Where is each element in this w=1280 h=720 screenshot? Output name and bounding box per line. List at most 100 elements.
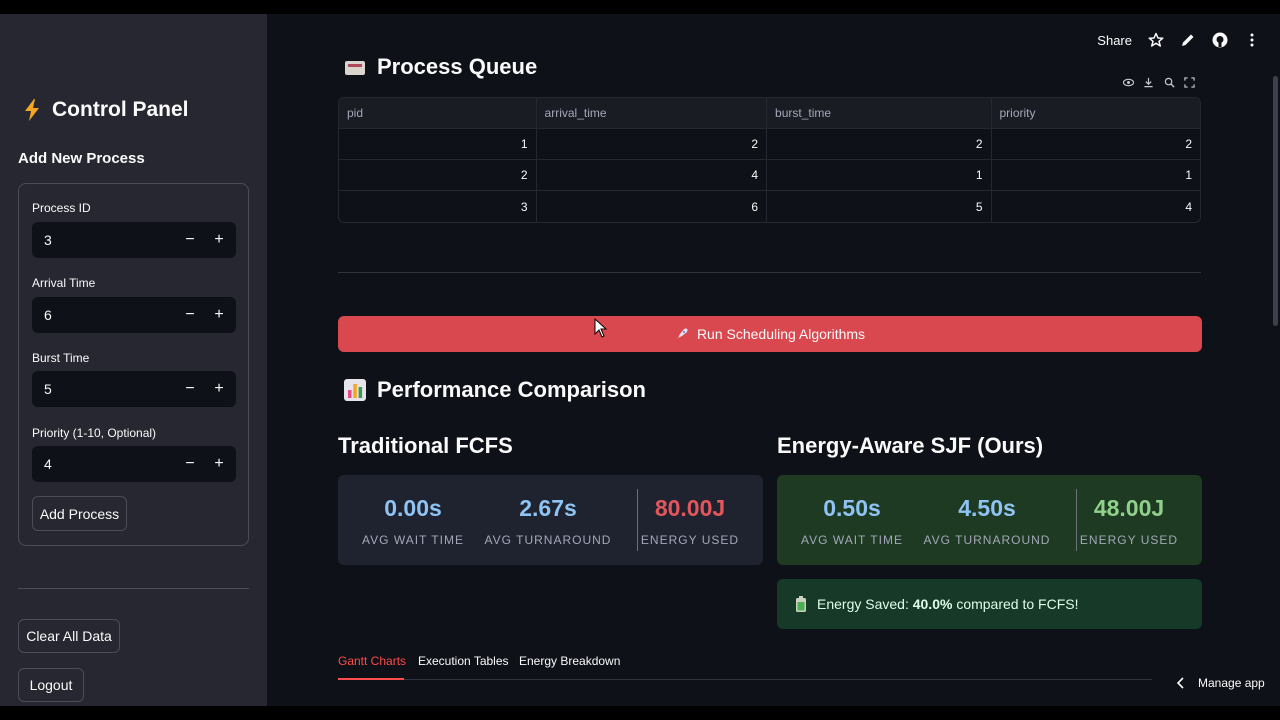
fcfs-wait-value: 0.00s <box>384 495 442 521</box>
logout-button[interactable]: Logout <box>18 668 84 702</box>
metric-separator <box>1076 489 1077 551</box>
sjf-energy-label: ENERGY USED <box>1079 533 1179 547</box>
add-process-form: Process ID 3 − + Arrival Time 6 − + Burs… <box>18 183 249 546</box>
manage-app-button[interactable]: Manage app <box>1176 676 1265 690</box>
active-tab-indicator <box>338 678 404 680</box>
table-toolbar <box>1118 71 1200 93</box>
form-title: Add New Process <box>18 150 145 167</box>
sidebar: Control Panel Add New Process Process ID… <box>0 14 267 706</box>
table-cell[interactable]: 4 <box>537 160 768 190</box>
burst-time-value[interactable]: 5 <box>44 381 52 397</box>
add-process-button[interactable]: Add Process <box>32 496 127 531</box>
process-id-label: Process ID <box>32 201 91 215</box>
sidebar-title-text: Control Panel <box>52 98 189 121</box>
priority-input[interactable]: 4 − + <box>32 446 236 482</box>
header-actions: Share <box>1097 32 1260 48</box>
clear-all-data-button[interactable]: Clear All Data <box>18 619 120 653</box>
sjf-turnaround-value: 4.50s <box>958 495 1016 521</box>
energy-saved-text: Energy Saved: 40.0% compared to FCFS! <box>817 596 1079 612</box>
tab-energy-breakdown[interactable]: Energy Breakdown <box>519 654 621 668</box>
column-header-burst-time[interactable]: burst_time <box>767 98 992 128</box>
fcfs-energy-label: ENERGY USED <box>640 533 740 547</box>
scrollbar[interactable] <box>1273 76 1278 326</box>
burst-time-decrement-button[interactable]: − <box>185 380 195 397</box>
arrival-time-input[interactable]: 6 − + <box>32 297 236 333</box>
sjf-energy-value: 48.00J <box>1093 495 1165 521</box>
table-cell[interactable]: 2 <box>339 160 537 190</box>
download-icon[interactable] <box>1143 77 1154 88</box>
star-icon[interactable] <box>1148 32 1164 48</box>
fcfs-energy-metric: 80.00J ENERGY USED <box>640 475 740 565</box>
priority-increment-button[interactable]: + <box>214 455 224 472</box>
fcfs-turnaround-metric: 2.67s AVG TURNAROUND <box>483 475 613 565</box>
process-id-decrement-button[interactable]: − <box>185 231 195 248</box>
main-content: Share Process Queue <box>267 14 1280 706</box>
arrival-time-increment-button[interactable]: + <box>214 306 224 323</box>
run-scheduling-label[interactable]: Run Scheduling Algorithms <box>696 326 866 342</box>
fullscreen-icon[interactable] <box>1184 76 1195 88</box>
table-cell[interactable]: 2 <box>1185 137 1193 151</box>
tab-execution-tables[interactable]: Execution Tables <box>418 654 509 668</box>
sjf-metrics-card: 0.50s AVG WAIT TIME 4.50s AVG TURNAROUND… <box>777 475 1202 565</box>
table-cell[interactable]: 5 <box>767 191 992 222</box>
sjf-wait-label: AVG WAIT TIME <box>801 533 903 547</box>
table-row: 1 2 2 2 <box>339 129 1200 160</box>
sjf-turnaround-label: AVG TURNAROUND <box>923 533 1051 547</box>
sjf-wait-metric: 0.50s AVG WAIT TIME <box>792 475 912 565</box>
burst-time-input[interactable]: 5 − + <box>32 371 236 407</box>
manage-app-label[interactable]: Manage app <box>1198 676 1265 690</box>
sjf-wait-value: 0.50s <box>823 495 881 521</box>
table-header-row: pid arrival_time burst_time priority <box>339 98 1200 129</box>
eye-icon[interactable] <box>1122 77 1134 88</box>
column-header-priority[interactable]: priority <box>999 106 1036 120</box>
table-cell[interactable]: 2 <box>767 129 992 159</box>
tab-gantt-charts[interactable]: Gantt Charts <box>338 654 407 668</box>
sjf-heading: Energy-Aware SJF (Ours) <box>777 433 1044 458</box>
fcfs-heading: Traditional FCFS <box>338 433 513 458</box>
performance-comparison-heading: Performance Comparison <box>343 377 646 403</box>
sidebar-title: Control Panel <box>22 98 189 122</box>
arrival-time-value[interactable]: 6 <box>44 307 52 323</box>
process-queue-title: Process Queue <box>377 54 538 79</box>
table-cell[interactable]: 4 <box>1185 199 1193 214</box>
battery-icon <box>796 596 806 612</box>
column-header-arrival-time[interactable]: arrival_time <box>537 98 768 128</box>
more-menu-icon[interactable] <box>1244 32 1260 48</box>
table-cell[interactable]: 2 <box>537 129 768 159</box>
results-tabs: Gantt Charts Execution Tables Energy Bre… <box>338 648 1152 680</box>
table-row: 2 4 1 1 <box>339 160 1200 191</box>
burst-time-increment-button[interactable]: + <box>214 380 224 397</box>
window-top-bar <box>0 0 1280 14</box>
process-id-increment-button[interactable]: + <box>214 231 224 248</box>
pencil-icon[interactable] <box>1180 32 1196 48</box>
metric-separator <box>637 489 638 551</box>
priority-decrement-button[interactable]: − <box>185 455 195 472</box>
fcfs-turnaround-label: AVG TURNAROUND <box>484 533 612 547</box>
arrival-time-label: Arrival Time <box>32 276 96 290</box>
lightning-icon <box>25 99 39 121</box>
process-id-input[interactable]: 3 − + <box>32 222 236 258</box>
process-id-value[interactable]: 3 <box>44 232 52 248</box>
table-cell[interactable]: 1 <box>1185 168 1193 182</box>
table-cell[interactable]: 3 <box>339 191 537 222</box>
rocket-icon <box>676 328 688 339</box>
priority-label: Priority (1-10, Optional) <box>32 426 157 440</box>
table-cell[interactable]: 6 <box>537 191 768 222</box>
process-queue-table[interactable]: pid arrival_time burst_time priority 1 2… <box>338 97 1201 223</box>
performance-comparison-title: Performance Comparison <box>377 377 646 402</box>
table-row: 3 6 5 4 <box>339 191 1200 222</box>
sjf-energy-metric: 48.00J ENERGY USED <box>1079 475 1179 565</box>
column-header-pid[interactable]: pid <box>339 98 537 128</box>
inbox-tray-icon <box>345 61 365 75</box>
priority-value[interactable]: 4 <box>44 456 52 472</box>
energy-saved-alert: Energy Saved: 40.0% compared to FCFS! <box>777 579 1202 629</box>
table-cell[interactable]: 1 <box>767 160 992 190</box>
run-scheduling-button[interactable]: Run Scheduling Algorithms <box>338 316 1202 352</box>
share-button[interactable]: Share <box>1097 32 1132 48</box>
fcfs-wait-label: AVG WAIT TIME <box>362 533 464 547</box>
section-divider <box>338 272 1201 273</box>
table-cell[interactable]: 1 <box>339 129 537 159</box>
arrival-time-decrement-button[interactable]: − <box>185 306 195 323</box>
search-icon[interactable] <box>1164 77 1175 88</box>
github-icon[interactable] <box>1212 32 1228 48</box>
